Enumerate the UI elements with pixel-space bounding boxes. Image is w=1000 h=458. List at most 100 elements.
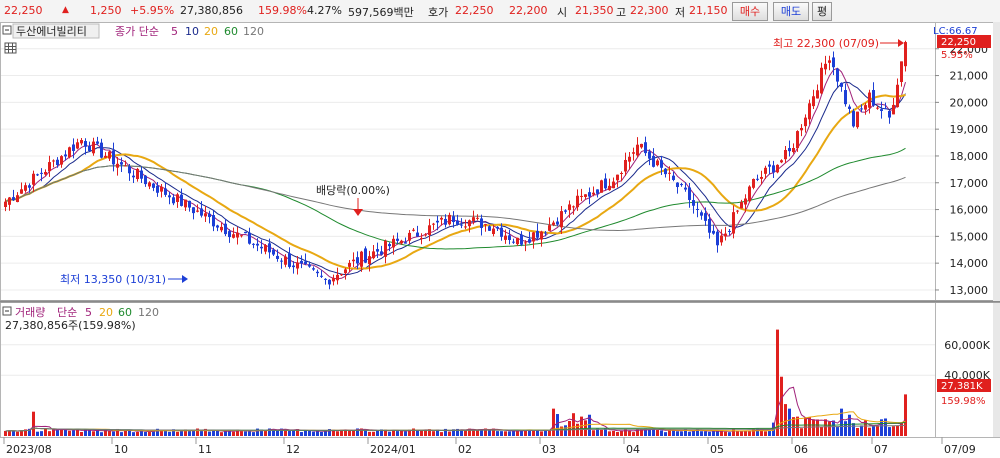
volume-bar — [484, 428, 487, 436]
candle-body — [804, 117, 807, 127]
candle-body — [412, 229, 415, 231]
volume-bar — [388, 431, 391, 436]
volume-bar — [900, 422, 903, 436]
volume-tick-label: 60,000K — [944, 339, 990, 352]
low-arrowhead-icon — [182, 275, 188, 283]
volume-bar — [736, 431, 739, 436]
candle-body — [280, 260, 283, 262]
evaluation-button[interactable]: 평 — [812, 2, 832, 21]
candle-body — [672, 175, 675, 180]
volume-ma-period-60[interactable]: 60 — [118, 306, 132, 319]
ma-period-5[interactable]: 5 — [171, 25, 178, 38]
volume-bar — [68, 430, 71, 436]
volume-bar — [848, 414, 851, 436]
volume-bar — [92, 431, 95, 436]
price-scrollbar[interactable] — [993, 22, 1000, 301]
candle-body — [100, 142, 103, 158]
volume-bar — [624, 428, 627, 436]
candle-body — [848, 106, 851, 109]
volume-bar — [300, 432, 303, 436]
volume-bar — [292, 430, 295, 436]
candle-body — [896, 84, 899, 108]
candle-body — [216, 225, 219, 228]
candle-body — [128, 166, 131, 174]
volume-bar — [404, 431, 407, 436]
sell-button[interactable]: 매도 — [773, 2, 809, 21]
candle-body — [380, 251, 383, 255]
ma-period-60[interactable]: 60 — [224, 25, 238, 38]
candle-body — [716, 231, 719, 246]
volume-bar — [44, 428, 47, 436]
stock-name-box[interactable] — [12, 23, 100, 39]
volume-bar — [280, 428, 283, 436]
candle-body — [144, 175, 147, 185]
candle-body — [880, 109, 883, 111]
candle-body — [208, 213, 211, 218]
candle-body — [584, 194, 587, 197]
volume-bar — [108, 430, 111, 436]
volume-ma-period-120[interactable]: 120 — [138, 306, 159, 319]
volume-bar — [400, 430, 403, 436]
candle-body — [772, 165, 775, 173]
volume-bar — [228, 429, 231, 436]
volume-bar — [880, 419, 883, 436]
volume-bar — [784, 404, 787, 436]
date-label: 2023/08 — [6, 443, 52, 456]
volume-bar — [212, 430, 215, 436]
candle-body — [176, 194, 179, 202]
candle-body — [28, 185, 31, 188]
buy-button[interactable]: 매수 — [732, 2, 768, 21]
volume-bar — [156, 428, 159, 436]
last-volume-tag — [937, 379, 991, 392]
volume-bar — [760, 429, 763, 436]
price-panel — [0, 22, 936, 301]
candle-body — [752, 178, 755, 188]
price-axis-panel — [935, 22, 1000, 301]
candle-body — [308, 264, 311, 267]
volume-bar — [720, 430, 723, 436]
candle-body — [252, 243, 255, 245]
volume-bar — [444, 428, 447, 436]
volume-ma-period-5[interactable]: 5 — [85, 306, 92, 319]
candle-body — [496, 226, 499, 229]
volume-ma-period-20[interactable]: 20 — [99, 306, 113, 319]
candle-body — [468, 220, 471, 227]
volume-bar — [572, 413, 575, 436]
candle-body — [580, 195, 583, 197]
volume-bar — [768, 430, 771, 436]
volume-bar — [632, 432, 635, 436]
candle-body — [156, 185, 159, 193]
candle-body — [636, 144, 639, 156]
date-label: 2024/01 — [370, 443, 416, 456]
volume-bar — [368, 431, 371, 436]
ask-label: 호가 — [428, 6, 449, 19]
volume-bar — [384, 429, 387, 436]
candle-body — [892, 104, 895, 115]
volume-bar — [860, 425, 863, 436]
volume-bar — [592, 430, 595, 436]
candle-body — [548, 225, 551, 231]
volume-bar — [140, 430, 143, 436]
candle-body — [232, 234, 235, 238]
candle-body — [764, 167, 767, 174]
candle-body — [36, 174, 39, 176]
volume-bar — [236, 429, 239, 436]
trade-value: 597,569백만 — [348, 6, 414, 19]
ma-period-10[interactable]: 10 — [185, 25, 199, 38]
volume-bar — [200, 431, 203, 436]
volume-bar — [240, 431, 243, 436]
candle-body — [408, 232, 411, 241]
volume-bar — [320, 431, 323, 436]
volume-bar — [552, 408, 555, 436]
volume-bar — [148, 431, 151, 436]
volume-bar — [568, 420, 571, 436]
grid-settings-icon[interactable] — [4, 42, 17, 54]
volume-scrollbar[interactable] — [993, 303, 1000, 437]
volume-bar — [416, 430, 419, 436]
ma-period-120[interactable]: 120 — [243, 25, 264, 38]
candle-body — [204, 213, 207, 217]
volume-bar — [4, 430, 7, 436]
candle-body — [516, 237, 519, 245]
ma-period-20[interactable]: 20 — [204, 25, 218, 38]
volume-bar — [788, 408, 791, 436]
